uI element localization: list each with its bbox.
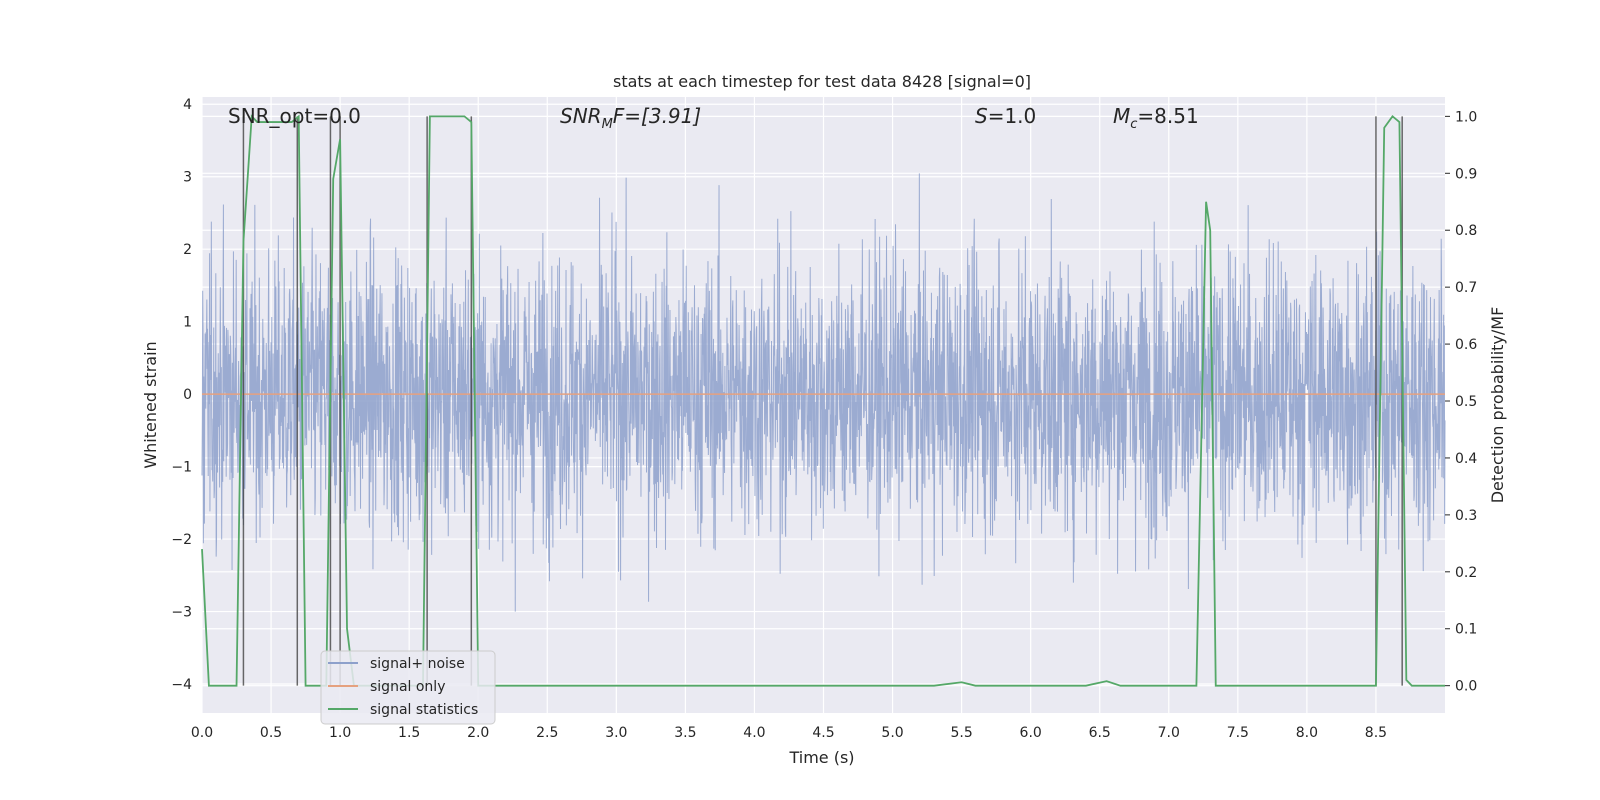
- y-tick-label-right: 0.3: [1455, 508, 1477, 524]
- x-tick-label: 0.5: [260, 725, 282, 741]
- annotation-s-symbol: S: [975, 104, 988, 128]
- annotation-snr-mf-sub: M: [602, 117, 613, 132]
- x-tick-label: 4.0: [743, 725, 765, 741]
- y-tick-label-right: 0.7: [1455, 280, 1477, 296]
- x-tick-label: 7.5: [1227, 725, 1249, 741]
- y-axis-label-right: Detection probability/MF: [1488, 307, 1507, 504]
- y-tick-label-right: 0.4: [1455, 451, 1477, 467]
- y-tick-label-right: 0.1: [1455, 622, 1477, 638]
- y-tick-label-left: 3: [183, 170, 192, 186]
- x-tick-label: 4.5: [812, 725, 834, 741]
- y-axis-label-left: Whitened strain: [141, 341, 160, 468]
- y-tick-label-left: −2: [171, 532, 192, 548]
- x-tick-label: 2.0: [467, 725, 489, 741]
- x-tick-label: 1.0: [329, 725, 351, 741]
- x-tick-label: 1.5: [398, 725, 420, 741]
- annotation-mc: Mc=8.51: [1113, 104, 1199, 132]
- y-tick-label-right: 0.0: [1455, 679, 1477, 695]
- y-tick-label-right: 0.5: [1455, 394, 1477, 410]
- annotation-mc-symbol: M: [1113, 104, 1130, 128]
- x-tick-label: 7.0: [1158, 725, 1180, 741]
- y-tick-label-right: 0.9: [1455, 166, 1477, 182]
- x-tick-label: 0.0: [191, 725, 213, 741]
- x-tick-label: 3.5: [674, 725, 696, 741]
- y-tick-label-left: 0: [183, 387, 192, 403]
- noise-line: [201, 173, 1446, 612]
- statistics-series: [201, 114, 1445, 687]
- noise-series: [201, 173, 1446, 612]
- x-axis-label: Time (s): [788, 748, 854, 767]
- y-tick-label-left: −4: [171, 677, 192, 693]
- y-tick-label-left: −1: [171, 460, 192, 476]
- annotation-mc-sub: c: [1130, 117, 1137, 132]
- annotation-snr-mf-base: SNR: [560, 104, 602, 128]
- annotation-snr-mf: SNRMF=[3.91]: [560, 104, 701, 132]
- annotation-s-value: =1.0: [988, 104, 1037, 128]
- x-tick-label: 6.0: [1020, 725, 1042, 741]
- y-tick-label-left: 2: [183, 242, 192, 258]
- x-tick-label: 2.5: [536, 725, 558, 741]
- x-tick-label: 8.0: [1296, 725, 1318, 741]
- legend-label-statistics: signal statistics: [370, 702, 478, 718]
- y-tick-label-right: 1.0: [1455, 109, 1477, 125]
- legend-box: [320, 650, 496, 725]
- legend-label-signal-only: signal only: [370, 679, 445, 695]
- chart-title: stats at each timestep for test data 842…: [613, 72, 1031, 91]
- tick-labels: 0.0 0.5 1.0 1.5 2.0 2.5 3.0 3.5 4.0 4.5 5.0 5.5 6.0 6…: [171, 97, 1477, 741]
- y-tick-label-left: 1: [183, 315, 192, 331]
- y-tick-label-right: 0.6: [1455, 337, 1477, 353]
- statistics-line: [201, 114, 1445, 687]
- x-tick-label: 6.5: [1089, 725, 1111, 741]
- annotation-snr-opt: SNR_opt=0.0: [228, 104, 361, 128]
- annotation-snr-mf-rest: F=[3.91]: [613, 104, 701, 128]
- legend-label-noise: signal+ noise: [370, 656, 465, 672]
- annotation-s: S=1.0: [975, 104, 1036, 128]
- legend: signal+ noise signal only signal statist…: [320, 650, 496, 725]
- y-tick-label-right: 0.8: [1455, 223, 1477, 239]
- y-tick-label-right: 0.2: [1455, 565, 1477, 581]
- y-tick-label-left: 4: [183, 97, 192, 113]
- x-tick-label: 3.0: [605, 725, 627, 741]
- annotation-mc-value: =8.51: [1137, 104, 1198, 128]
- y-tick-label-left: −3: [171, 605, 192, 621]
- x-tick-label: 8.5: [1365, 725, 1387, 741]
- x-tick-label: 5.0: [881, 725, 903, 741]
- x-tick-label: 5.5: [950, 725, 972, 741]
